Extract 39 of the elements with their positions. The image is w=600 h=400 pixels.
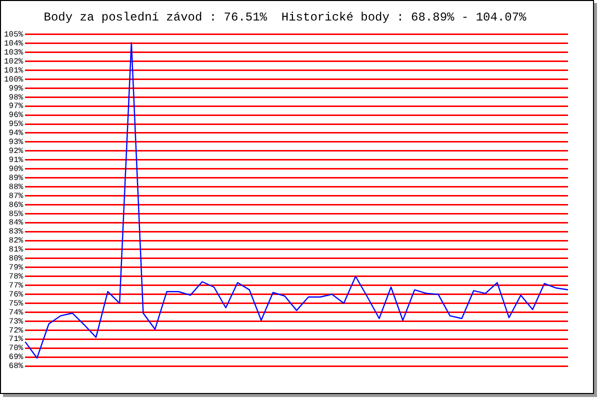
- y-tick-label: 76%: [8, 290, 24, 300]
- y-tick-label: 81%: [8, 246, 24, 255]
- y-tick-label: 85%: [8, 210, 24, 219]
- y-tick-label: 71%: [8, 335, 24, 344]
- y-tick-label: 95%: [8, 120, 24, 130]
- y-tick-label: 68%: [8, 362, 24, 372]
- y-tick-label: 69%: [8, 353, 24, 362]
- y-tick-label: 86%: [8, 200, 24, 210]
- y-tick-label: 84%: [8, 218, 24, 228]
- y-tick-label: 99%: [8, 84, 24, 94]
- y-tick-label: 94%: [8, 129, 24, 138]
- y-tick-label: 82%: [8, 236, 24, 246]
- y-tick-label: 92%: [8, 147, 24, 156]
- y-tick-label: 102%: [4, 57, 24, 66]
- y-tick-label: 89%: [8, 174, 24, 183]
- y-tick-label: 100%: [4, 75, 24, 84]
- y-tick-label: 74%: [8, 308, 24, 318]
- y-tick-label: 104%: [4, 39, 24, 48]
- y-tick-label: 70%: [8, 344, 24, 354]
- y-tick-label: 103%: [4, 48, 24, 58]
- y-tick-label: 87%: [8, 192, 24, 201]
- y-tick-label: 105%: [4, 30, 24, 40]
- y-tick-label: 93%: [8, 138, 24, 148]
- y-tick-label: 75%: [8, 299, 24, 308]
- y-tick-label: 101%: [4, 66, 24, 76]
- y-tick-label: 88%: [8, 182, 24, 192]
- y-tick-label: 91%: [8, 156, 24, 165]
- y-tick-label: 83%: [8, 228, 24, 237]
- y-tick-label: 98%: [8, 93, 24, 102]
- chart-title: Body za poslední závod : 76.51% Historické body : 68.89% - 104.07%: [44, 10, 528, 24]
- y-tick-label: 90%: [8, 164, 24, 174]
- y-tick-label: 78%: [8, 272, 24, 282]
- y-tick-label: 73%: [8, 317, 24, 326]
- y-tick-label: 72%: [8, 326, 24, 336]
- y-tick-label: 97%: [8, 102, 24, 112]
- y-tick-label: 77%: [8, 281, 24, 290]
- y-tick-label: 79%: [8, 264, 24, 273]
- y-tick-label: 80%: [8, 254, 24, 264]
- y-tick-label: 96%: [8, 111, 24, 120]
